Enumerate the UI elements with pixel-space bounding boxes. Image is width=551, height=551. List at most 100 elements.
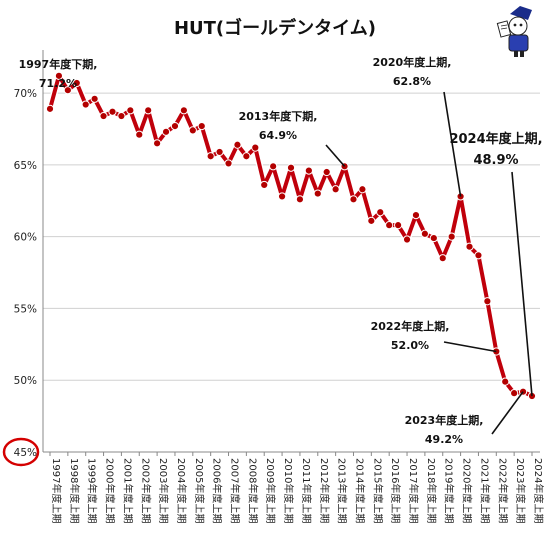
data-point bbox=[170, 121, 180, 131]
x-tick-label: 2011年度上期 bbox=[300, 458, 313, 523]
annotation-value: 49.2% bbox=[425, 433, 463, 446]
x-tick-label: 2015年度上期 bbox=[371, 458, 384, 523]
annotation-leader bbox=[491, 391, 524, 435]
annotation-label: 2023年度上期, bbox=[405, 413, 484, 427]
annotation-label: 2020年度上期, bbox=[373, 55, 452, 69]
data-point bbox=[402, 235, 412, 244]
y-axis-ticks: 45% 50% 55% 60% 65% 70% bbox=[14, 88, 37, 459]
x-tick-label: 2018年度上期 bbox=[425, 458, 438, 523]
annotation-value: 71.2% bbox=[39, 77, 77, 90]
annotation-value: 48.9% bbox=[473, 153, 518, 168]
x-tick-label: 2000年度上期 bbox=[104, 458, 117, 523]
x-tick-label: 2021年度上期 bbox=[478, 458, 491, 523]
data-point bbox=[304, 166, 313, 175]
x-tick-label: 2023年度上期 bbox=[514, 458, 527, 523]
x-tick-label: 1997年度上期 bbox=[50, 458, 63, 523]
data-point bbox=[206, 152, 215, 161]
data-point bbox=[144, 106, 153, 115]
x-tick-label: 2009年度上期 bbox=[264, 458, 277, 523]
annotation-label: 2024年度上期, bbox=[449, 131, 542, 147]
x-tick-label: 2016年度上期 bbox=[389, 458, 402, 523]
series-hut bbox=[45, 71, 537, 401]
data-point bbox=[54, 71, 64, 80]
y-tick-label: 60% bbox=[14, 232, 37, 244]
y-tick-label: 55% bbox=[14, 303, 37, 315]
data-point bbox=[483, 297, 492, 306]
x-tick-label: 2002年度上期 bbox=[139, 458, 152, 523]
x-tick-label: 2004年度上期 bbox=[175, 458, 188, 523]
data-point bbox=[108, 107, 117, 116]
x-tick-label: 2024年度上期 bbox=[532, 458, 545, 523]
data-point bbox=[510, 389, 519, 398]
annotation-value: 64.9% bbox=[259, 129, 297, 142]
data-point bbox=[90, 94, 99, 103]
highlight-45-circle bbox=[2, 437, 40, 467]
x-tick-label: 1998年度上期 bbox=[68, 458, 81, 523]
data-point bbox=[349, 195, 358, 204]
x-tick-label: 2022年度上期 bbox=[496, 458, 509, 523]
data-point bbox=[313, 189, 322, 198]
data-point bbox=[331, 185, 340, 194]
data-point bbox=[260, 180, 269, 190]
data-point bbox=[447, 232, 456, 241]
annotation-value: 62.8% bbox=[393, 75, 431, 88]
data-point bbox=[135, 130, 144, 139]
annotation-leader bbox=[511, 171, 533, 397]
data-point bbox=[224, 159, 233, 168]
data-point bbox=[367, 216, 376, 225]
data-point bbox=[215, 147, 224, 157]
data-point bbox=[277, 192, 287, 201]
chart-title: HUT(ゴールデンタイム) bbox=[174, 17, 376, 39]
axes bbox=[42, 50, 540, 453]
x-tick-label: 2010年度上期 bbox=[282, 458, 295, 523]
annotation-leader bbox=[443, 91, 462, 197]
data-point bbox=[465, 242, 474, 251]
data-point bbox=[420, 229, 429, 238]
y-tick-label: 65% bbox=[14, 160, 37, 172]
data-point bbox=[81, 100, 90, 109]
x-tick-label: 2012年度上期 bbox=[318, 458, 331, 523]
y-tick-label: 70% bbox=[14, 88, 37, 100]
x-tick-label: 2001年度上期 bbox=[121, 458, 134, 523]
x-tick-label: 2013年度上期 bbox=[336, 458, 349, 523]
data-point bbox=[161, 127, 171, 136]
data-point bbox=[63, 86, 72, 95]
data-point bbox=[376, 208, 385, 217]
data-point bbox=[411, 211, 421, 220]
annotations: 1997年度下期, 71.2% 2013年度下期, 64.9% 2020年度上期, 62.… bbox=[19, 55, 543, 446]
data-point bbox=[233, 140, 242, 149]
annotation-leader bbox=[325, 144, 346, 167]
data-point bbox=[358, 185, 367, 194]
data-point bbox=[72, 78, 81, 88]
data-point bbox=[394, 221, 403, 230]
data-point bbox=[385, 221, 394, 230]
data-point bbox=[269, 162, 278, 171]
data-point bbox=[438, 254, 447, 263]
x-axis-ticks: 1997年度上期 1998年度上期 1999年度上期 2000年度上期 2001年度上期… bbox=[49, 452, 545, 523]
x-tick-label: 2008年度上期 bbox=[246, 458, 259, 523]
y-tick-label: 50% bbox=[14, 375, 37, 387]
data-point bbox=[474, 251, 483, 260]
x-tick-label: 2014年度上期 bbox=[353, 458, 366, 523]
x-tick-label: 2020年度上期 bbox=[461, 458, 474, 523]
data-point bbox=[153, 139, 162, 148]
annotation-label: 1997年度下期, bbox=[19, 57, 98, 71]
annotation-label: 2022年度上期, bbox=[371, 319, 450, 333]
annotation-leader bbox=[443, 341, 497, 353]
data-point bbox=[99, 111, 108, 121]
data-point bbox=[242, 152, 251, 161]
y-tick-label: 45% bbox=[14, 447, 37, 459]
data-point bbox=[197, 121, 206, 131]
x-tick-label: 2007年度上期 bbox=[229, 458, 242, 523]
annotation-value: 52.0% bbox=[391, 339, 429, 352]
annotation-label: 2013年度下期, bbox=[239, 109, 318, 123]
x-tick-label: 1999年度上期 bbox=[86, 458, 99, 523]
data-point bbox=[286, 163, 296, 172]
data-point bbox=[295, 195, 305, 204]
x-tick-label: 2017年度上期 bbox=[407, 458, 420, 523]
x-tick-label: 2003年度上期 bbox=[157, 458, 170, 523]
series-line-outline bbox=[46, 72, 534, 400]
data-point bbox=[429, 233, 438, 243]
data-point bbox=[251, 143, 260, 152]
x-tick-label: 2006年度上期 bbox=[211, 458, 224, 523]
